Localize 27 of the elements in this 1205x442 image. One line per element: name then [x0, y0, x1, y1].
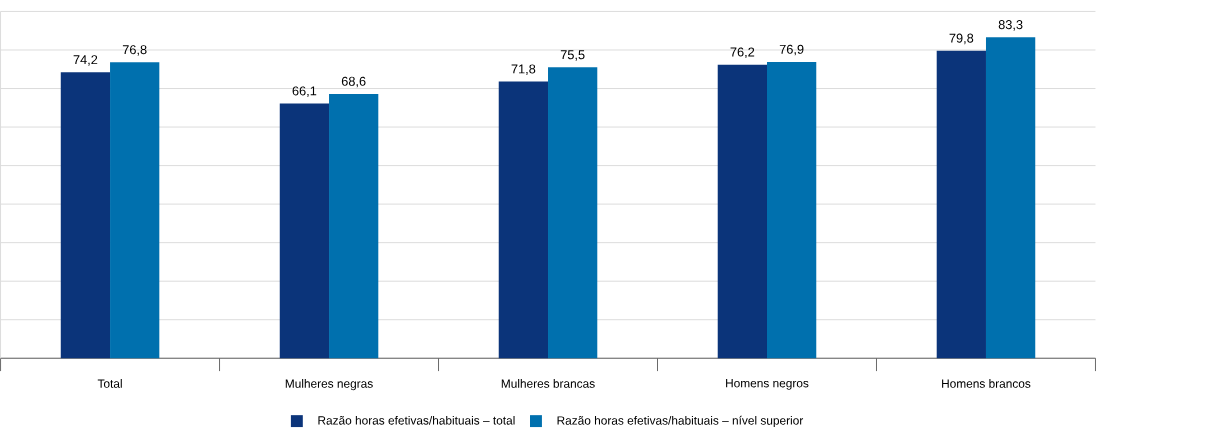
data-label: 76,2 [730, 47, 755, 59]
data-label: 75,5 [560, 50, 585, 61]
bar [498, 81, 549, 359]
bar [110, 62, 160, 359]
bar [329, 94, 379, 359]
data-label: 68,6 [341, 76, 366, 88]
bar [548, 67, 598, 359]
bar [717, 64, 767, 359]
data-label: 76,8 [122, 45, 147, 56]
bar [60, 72, 111, 359]
x-tick-label: Mulheres negras [285, 379, 373, 391]
data-label: 79,8 [949, 33, 974, 45]
legend-label: Razão horas efetivas/habituais – total [318, 416, 515, 425]
data-label: 76,9 [779, 44, 804, 56]
data-label: 71,8 [511, 64, 536, 76]
data-label: 74,2 [73, 55, 98, 66]
bar [936, 50, 986, 359]
data-label: 83,3 [998, 20, 1023, 31]
x-tick-label: Mulheres brancas [501, 379, 595, 389]
x-tick-label: Homens negros [726, 379, 809, 390]
x-tick-label: Homens brancos [942, 379, 1031, 389]
bar [279, 103, 330, 359]
data-label: 66,1 [292, 86, 317, 98]
bar [985, 37, 1036, 359]
x-tick-label: Total [97, 379, 122, 389]
bar [767, 62, 817, 359]
legend-label: Razão horas efetivas/habituais – nível superior [557, 416, 804, 428]
